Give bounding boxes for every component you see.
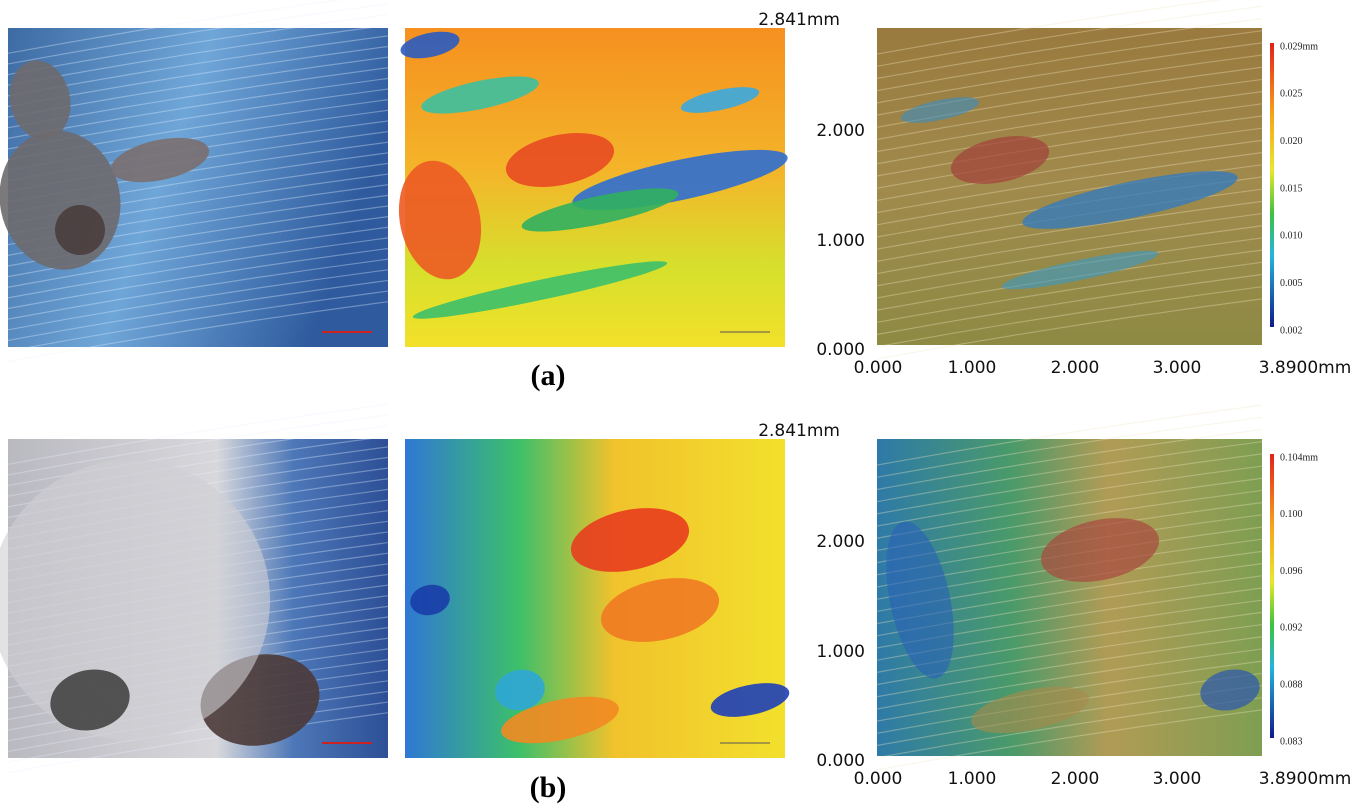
colorbar-label: 0.005	[1280, 278, 1303, 289]
colorbar	[1270, 454, 1274, 738]
height-map	[388, 27, 791, 347]
y-tick-label: 0.000	[816, 751, 865, 771]
colorbar-label: 0.002	[1280, 325, 1303, 336]
panel-label: (a)	[531, 359, 566, 392]
x-tick-label: 0.000	[854, 358, 903, 378]
colorbar-label: 0.015	[1280, 183, 1303, 194]
y-tick-label: 2.000	[816, 532, 865, 552]
colorbar-label: 0.088	[1280, 679, 1303, 690]
y-tick-label: 0.000	[816, 340, 865, 360]
colorbar-label: 0.010	[1280, 231, 1303, 242]
x-tick-label: 1.000	[948, 358, 997, 378]
x-tick-label: 3.8900mm	[1259, 769, 1352, 789]
optical-image	[0, 0, 388, 362]
overlay-image	[877, 0, 1262, 359]
y-tick-label: 2.841mm	[758, 421, 840, 441]
x-tick-label: 3.000	[1153, 358, 1202, 378]
panel: 0.029mm 0.025 0.020 0.015 0.010 0.005 0.002 2.8…	[0, 0, 1351, 392]
colorbar-label: 0.096	[1280, 566, 1303, 577]
overlay-image	[874, 405, 1263, 770]
colorbar-label: 0.104mm	[1280, 452, 1318, 463]
panel: 0.104mm 0.100 0.096 0.092 0.088 0.083 2.841mm 2…	[0, 404, 1351, 804]
x-tick-label: 1.000	[948, 769, 997, 789]
x-tick-label: 2.000	[1051, 769, 1100, 789]
x-tick-label: 2.000	[1051, 358, 1100, 378]
colorbar-label: 0.025	[1280, 89, 1303, 100]
y-tick-label: 2.841mm	[758, 10, 840, 30]
colorbar-label: 0.092	[1280, 623, 1303, 634]
colorbar-label: 0.083	[1280, 736, 1303, 747]
x-tick-label: 3.000	[1153, 769, 1202, 789]
y-tick-label: 2.000	[816, 121, 865, 141]
colorbar	[1270, 43, 1274, 327]
y-tick-label: 1.000	[816, 642, 865, 662]
x-tick-label: 0.000	[854, 769, 903, 789]
x-tick-label: 3.8900mm	[1259, 358, 1352, 378]
height-map	[405, 439, 792, 758]
figure: 0.029mm 0.025 0.020 0.015 0.010 0.005 0.002 2.8…	[0, 0, 1365, 807]
colorbar-label: 0.029mm	[1280, 41, 1318, 52]
panel-label: (b)	[530, 771, 567, 804]
optical-image	[0, 404, 388, 772]
y-tick-label: 1.000	[816, 231, 865, 251]
colorbar-label: 0.020	[1280, 136, 1303, 147]
colorbar-label: 0.100	[1280, 509, 1303, 520]
